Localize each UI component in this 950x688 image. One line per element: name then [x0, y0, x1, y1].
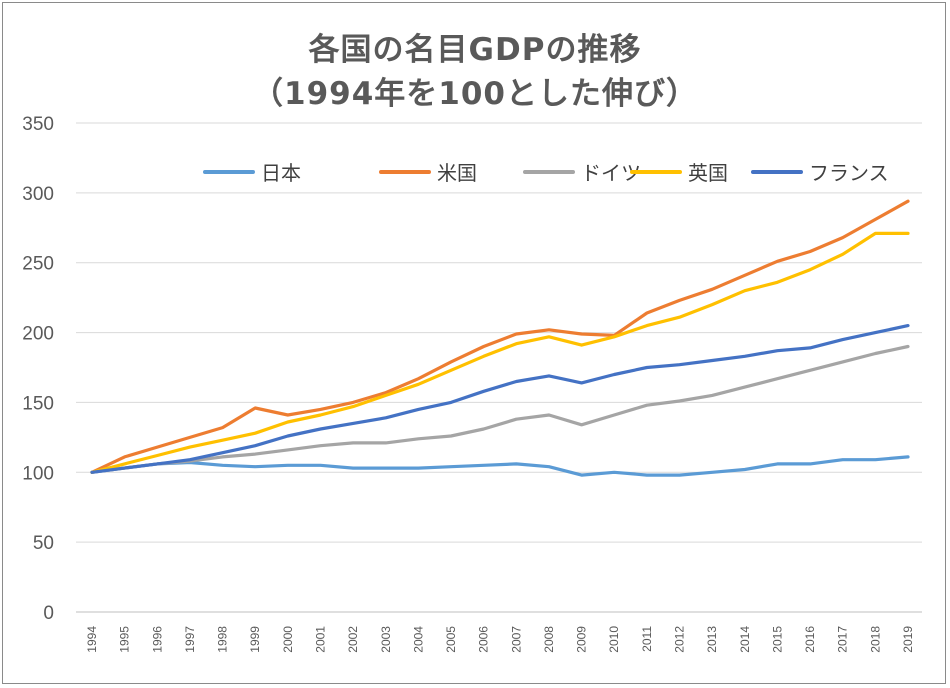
series-line [90, 199, 910, 474]
x-tick-label: 2018 [868, 626, 882, 653]
x-tick-label: 2000 [281, 626, 295, 653]
x-tick-label: 2017 [836, 626, 850, 653]
x-tick-label: 1999 [248, 626, 262, 653]
legend-label: 米国 [437, 161, 477, 185]
x-axis-ticks: 1994 1995 1996 1997 1998 1999 2000 2001 2002 2003… [85, 626, 915, 653]
x-tick-label: 1995 [118, 626, 132, 653]
chart-title-line2: （1994年を100とした伸び） [252, 76, 698, 112]
series-lines [90, 199, 910, 477]
y-tick-label: 350 [22, 114, 54, 135]
x-tick-label: 1996 [150, 626, 164, 653]
chart-title: 各国の名目GDPの推移 （1994年を100とした伸び） [0, 28, 950, 116]
legend: 日本 米国 ドイツ 英国 フランス [203, 161, 889, 185]
legend-label: 英国 [688, 161, 728, 185]
legend-label: 日本 [261, 161, 301, 185]
series-line [90, 455, 910, 477]
x-tick-label: 2012 [673, 626, 687, 653]
x-tick-label: 2003 [379, 626, 393, 653]
series-line [90, 231, 910, 474]
y-tick-label: 300 [22, 184, 54, 205]
legend-label: フランス [809, 161, 889, 185]
x-tick-label: 2004 [411, 626, 425, 653]
x-tick-label: 2002 [346, 626, 360, 653]
y-tick-label: 200 [22, 324, 54, 345]
series-line [90, 324, 910, 474]
y-tick-label: 150 [22, 393, 54, 414]
x-tick-label: 2001 [313, 626, 327, 653]
x-tick-label: 2008 [542, 626, 556, 653]
x-tick-label: 2007 [509, 626, 523, 653]
series-line [90, 344, 910, 474]
x-tick-label: 2011 [640, 626, 654, 652]
x-tick-label: 1997 [183, 626, 197, 653]
x-tick-label: 2014 [738, 626, 752, 653]
chart-title-line1: 各国の名目GDPの推移 [308, 32, 642, 68]
x-tick-label: 2019 [901, 626, 915, 653]
x-tick-label: 2013 [705, 626, 719, 653]
x-tick-label: 2005 [444, 626, 458, 653]
y-tick-label: 0 [43, 603, 54, 624]
gridlines [76, 122, 922, 613]
x-tick-label: 1994 [85, 626, 99, 653]
x-tick-label: 1998 [216, 626, 230, 653]
y-axis-ticks: 0 50 100 150 200 250 300 350 [22, 114, 54, 624]
x-tick-label: 2010 [607, 626, 621, 653]
x-tick-label: 2016 [803, 626, 817, 653]
x-tick-label: 2006 [477, 626, 491, 653]
y-tick-label: 250 [22, 254, 54, 275]
x-tick-label: 2015 [770, 626, 784, 653]
y-tick-label: 50 [33, 533, 54, 554]
y-tick-label: 100 [22, 463, 54, 484]
x-tick-label: 2009 [575, 626, 589, 653]
